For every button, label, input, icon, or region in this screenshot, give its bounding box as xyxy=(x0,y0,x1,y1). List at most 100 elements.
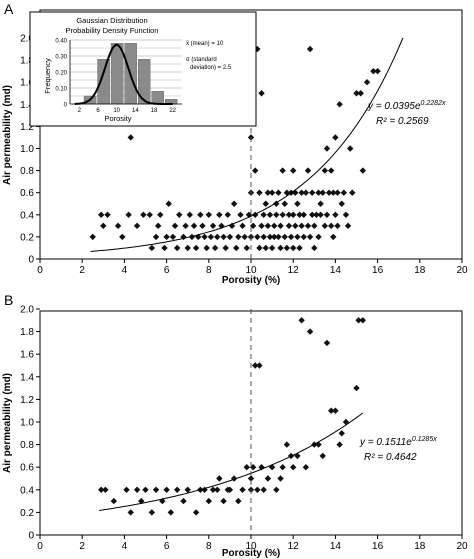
a-point xyxy=(264,189,272,196)
b-point xyxy=(302,464,310,471)
b-point xyxy=(226,486,234,493)
a-point xyxy=(298,222,305,230)
inset-title-2: Probability Density Function xyxy=(66,26,159,35)
a-point xyxy=(104,211,111,218)
a-point xyxy=(275,189,282,196)
a-point xyxy=(260,233,267,241)
b-point xyxy=(247,475,255,482)
inset-xlabel: Porosity xyxy=(104,114,131,123)
b-point xyxy=(283,441,291,448)
b-point xyxy=(252,362,259,369)
a-point xyxy=(327,222,335,230)
a-point xyxy=(374,67,381,75)
a-point xyxy=(222,244,229,252)
a-point xyxy=(197,211,204,218)
a-point xyxy=(226,233,234,241)
b-point xyxy=(152,486,160,493)
a-point xyxy=(220,233,227,241)
b-xtick-label: 10 xyxy=(245,541,257,552)
a-point xyxy=(237,211,244,218)
a-point xyxy=(287,233,295,241)
a-point xyxy=(260,211,267,218)
b-point xyxy=(239,486,246,493)
a-point xyxy=(154,222,162,230)
a-xtick-label: 2 xyxy=(79,265,85,276)
a-xtick-label: 14 xyxy=(330,265,342,276)
a-point xyxy=(285,222,293,230)
a-point xyxy=(184,244,191,252)
a-ytick-label: 0.4 xyxy=(20,210,34,221)
inset-ytick-label: 0 xyxy=(64,103,68,109)
b-point xyxy=(180,497,187,505)
a-point xyxy=(161,244,168,252)
b-point xyxy=(167,509,175,516)
a-point xyxy=(296,211,303,218)
inset-sd-label-1: σ (standard xyxy=(186,57,217,63)
a-point xyxy=(281,200,288,207)
a-point xyxy=(140,211,147,218)
a-ytick-label: 0 xyxy=(28,255,34,266)
panel-a-r2: R² = 0.2569 xyxy=(376,116,429,127)
a-point xyxy=(323,145,331,152)
b-point xyxy=(254,486,261,493)
b-point xyxy=(142,486,149,493)
a-point xyxy=(271,222,278,230)
inset-xtick-label: 22 xyxy=(169,108,176,114)
inset-ytick-label: 0.20 xyxy=(55,71,67,77)
a-xtick-label: 8 xyxy=(206,265,212,276)
b-point xyxy=(214,486,221,493)
b-point xyxy=(319,452,326,460)
a-point xyxy=(353,90,360,97)
b-point xyxy=(133,486,141,493)
panel-b-ylabel: Air permeability (md) xyxy=(2,373,13,473)
a-point xyxy=(277,244,284,252)
a-point xyxy=(171,222,179,230)
a-point xyxy=(304,222,312,230)
b-point xyxy=(359,317,367,324)
b-point xyxy=(306,328,314,335)
inset-bar xyxy=(151,90,165,105)
a-ytick-label: 1.8 xyxy=(20,56,34,67)
panel-b-r2: R² = 0.4642 xyxy=(364,452,417,463)
a-point xyxy=(201,233,208,241)
b-point xyxy=(290,464,297,471)
a-ytick-label: 0.6 xyxy=(20,188,34,199)
b-point xyxy=(256,362,263,369)
a-point xyxy=(315,233,322,241)
a-point xyxy=(344,222,352,230)
a-point xyxy=(182,222,189,230)
b-ytick-label: 0 xyxy=(28,531,34,542)
a-point xyxy=(332,211,339,218)
panel-a-label: A xyxy=(4,1,14,17)
a-point xyxy=(207,233,215,241)
a-point xyxy=(209,222,217,230)
b-point xyxy=(273,486,280,493)
b-xtick-label: 6 xyxy=(164,541,170,552)
a-ytick-label: 1.4 xyxy=(20,100,34,111)
a-point xyxy=(192,244,200,252)
a-point xyxy=(235,233,242,241)
b-point xyxy=(353,384,360,392)
a-point xyxy=(266,233,274,241)
b-point xyxy=(209,486,217,493)
inset-ytick-label: 0.30 xyxy=(55,55,67,61)
b-ytick-label: 1.0 xyxy=(20,418,34,429)
a-point xyxy=(258,222,265,230)
a-xtick-label: 16 xyxy=(372,265,384,276)
b-point xyxy=(260,486,267,493)
a-point xyxy=(254,233,261,241)
a-point xyxy=(290,244,297,252)
a-point xyxy=(298,189,305,196)
a-point xyxy=(319,189,326,196)
a-point xyxy=(241,233,248,241)
b-point xyxy=(97,486,105,493)
panel-b-label: B xyxy=(4,292,13,308)
b-xtick-label: 16 xyxy=(372,541,384,552)
a-point xyxy=(233,244,240,252)
a-point xyxy=(148,244,156,252)
a-point xyxy=(230,200,238,207)
inset-xtick-label: 14 xyxy=(132,108,139,114)
a-point xyxy=(157,211,164,218)
b-point xyxy=(249,464,257,471)
